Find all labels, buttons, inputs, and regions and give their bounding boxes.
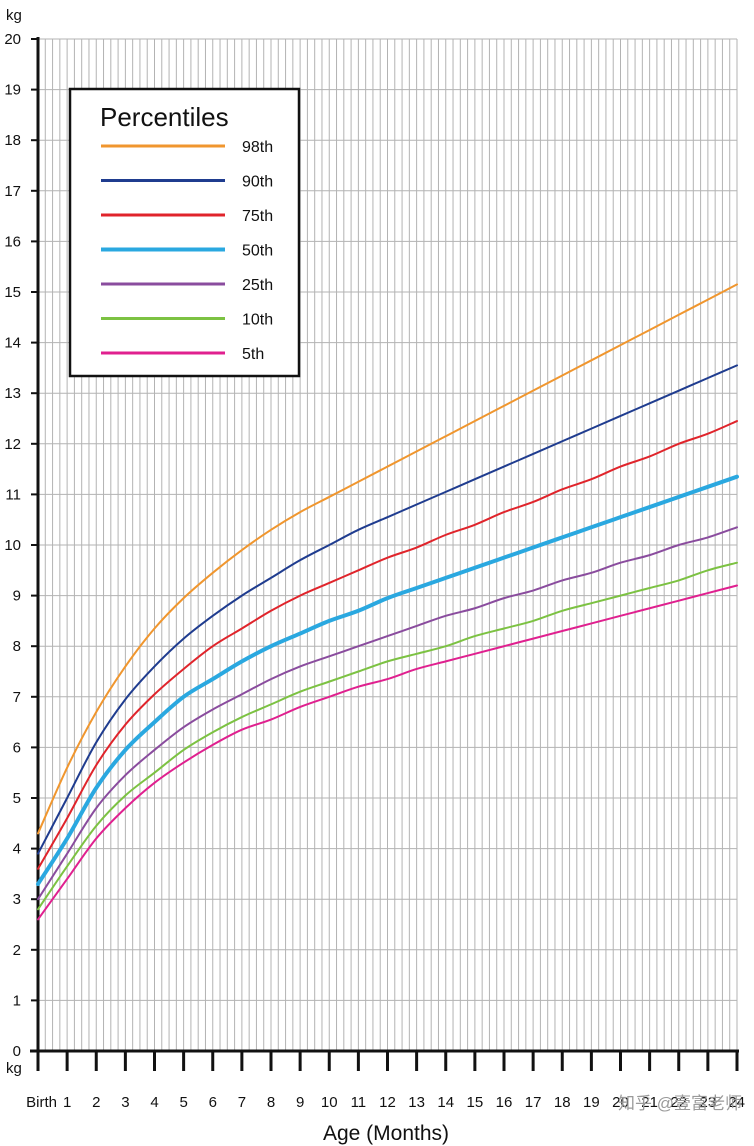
y-tick-label: 16	[4, 233, 21, 250]
series	[36, 283, 739, 921]
x-tick-label: 3	[121, 1094, 129, 1111]
y-tick-label: 0	[13, 1043, 21, 1060]
legend-label-75th: 75th	[242, 208, 273, 225]
legend-box	[68, 87, 301, 378]
legend-label-10th: 10th	[242, 312, 273, 329]
y-tick-label: 5	[13, 790, 21, 807]
legend-label-5th: 5th	[242, 346, 264, 363]
y-tick-label: 6	[13, 739, 21, 756]
y-tick-label: 3	[13, 891, 21, 908]
y-tick-label: 18	[4, 132, 21, 149]
y-tick-label: 2	[13, 942, 21, 959]
y-tick-label: 14	[4, 335, 21, 352]
y-tick-label: 1	[13, 992, 21, 1009]
x-tick-label: 21	[641, 1094, 658, 1111]
y-tick-label: 15	[4, 284, 21, 301]
y-tick-label: 13	[4, 385, 21, 402]
y-tick-label: 17	[4, 183, 21, 200]
x-tick-label: 9	[296, 1094, 304, 1111]
x-tick-label: 12	[379, 1094, 396, 1111]
x-tick-label: 14	[437, 1094, 454, 1111]
series-line-98th	[37, 283, 738, 835]
x-tick-label: 8	[267, 1094, 275, 1111]
x-tick-label: 23	[700, 1094, 717, 1111]
x-tick-label: 15	[467, 1094, 484, 1111]
x-tick-label: 16	[496, 1094, 513, 1111]
x-tick-label: 7	[238, 1094, 246, 1111]
series-line-5th	[37, 584, 738, 921]
series-line-50th	[36, 474, 739, 887]
y-tick-label: 12	[4, 436, 21, 453]
x-axis-title: Age (Months)	[323, 1122, 449, 1145]
x-tick-label: 19	[583, 1094, 600, 1111]
series-line-90th	[37, 364, 738, 855]
y-tick-label: 10	[4, 537, 21, 554]
x-tick-label: 20	[612, 1094, 629, 1111]
x-tick-label: 17	[525, 1094, 542, 1111]
y-tick-label: 9	[13, 588, 21, 605]
series-line-10th	[37, 561, 738, 911]
x-tick-label: 22	[670, 1094, 687, 1111]
x-tick-label: 13	[408, 1094, 425, 1111]
x-tick-label: 6	[209, 1094, 217, 1111]
y-tick-label: 20	[4, 31, 21, 48]
x-tick-label: 4	[150, 1094, 158, 1111]
series-line-25th	[37, 526, 738, 901]
y-tick-label: 7	[13, 689, 21, 706]
y-tick-label: 4	[13, 841, 21, 858]
x-tick-label: 2	[92, 1094, 100, 1111]
y-tick-label: 8	[13, 638, 21, 655]
legend-label-90th: 90th	[242, 174, 273, 191]
y-tick-label: 19	[4, 82, 21, 99]
y-tick-label: 11	[5, 486, 21, 503]
x-tick-label: 10	[321, 1094, 338, 1111]
x-tick-label: 1	[63, 1094, 71, 1111]
legend-label-25th: 25th	[242, 277, 273, 294]
legend-title: Percentiles	[100, 102, 229, 132]
y-unit-label-top: kg	[6, 7, 22, 24]
x-tick-label: 18	[554, 1094, 571, 1111]
series-line-75th	[37, 420, 738, 870]
x-tick-label: 5	[179, 1094, 187, 1111]
legend-label-50th: 50th	[242, 243, 273, 260]
x-tick-label: 24	[728, 1094, 745, 1111]
legend: Percentiles 98th 90th 75th 50th 25th 10th 5th	[68, 87, 301, 378]
x-tick-label: Birth	[26, 1094, 57, 1111]
watermark-text: 知乎 @壹富老师	[618, 1094, 742, 1113]
legend-label-98th: 98th	[242, 139, 273, 156]
y-unit-label-bottom: kg	[6, 1060, 22, 1077]
x-tick-label: 11	[351, 1094, 367, 1111]
